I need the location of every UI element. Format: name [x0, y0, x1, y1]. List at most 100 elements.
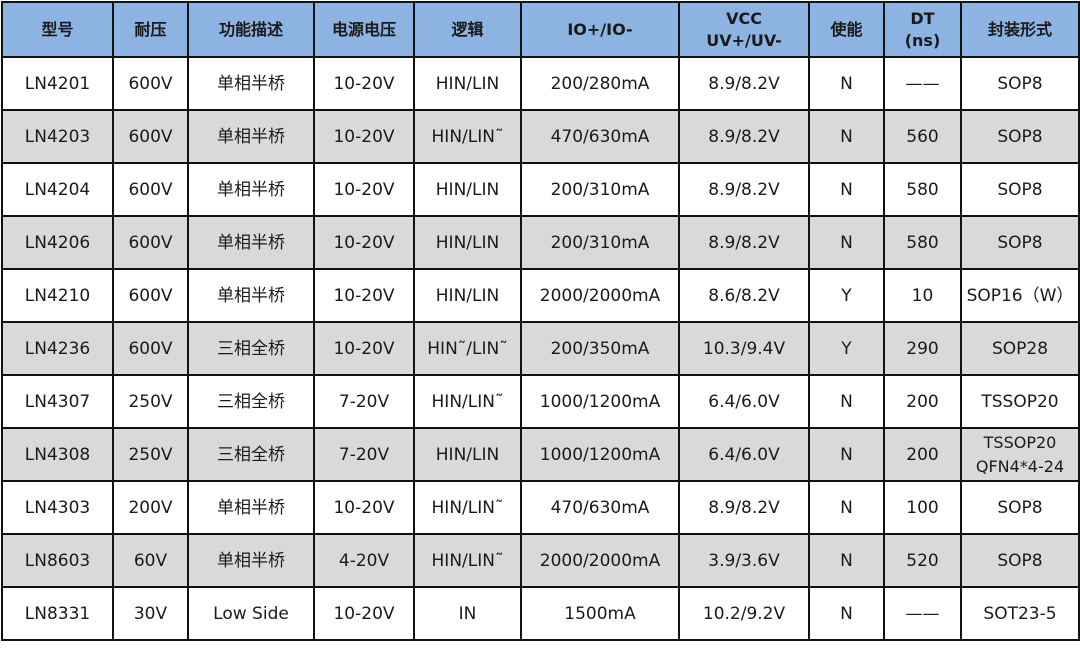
cell-model: LN4210	[1, 268, 114, 323]
cell-supply-voltage: 7-20V	[313, 374, 415, 429]
product-spec-table: 型号 耐压 功能描述 电源电压 逻辑 IO+/IO- VCC UV+/UV- 使能 DT (ns) 封…	[1, 1, 1080, 641]
cell-dead-time: 200	[883, 427, 962, 482]
cell-supply-voltage: 10-20V	[313, 56, 415, 111]
cell-enable: N	[808, 162, 885, 217]
cell-voltage-rating: 250V	[112, 374, 189, 429]
cell-io-current: 200/280mA	[520, 56, 680, 111]
cell-voltage-rating: 600V	[112, 162, 189, 217]
cell-package: SOP8	[960, 56, 1080, 111]
header-row: 型号 耐压 功能描述 电源电压 逻辑 IO+/IO- VCC UV+/UV- 使能 DT (ns) 封…	[1, 1, 1080, 58]
table-row: LN4307 250V 三相全桥 7-20V HIN/LIN˜ 1000/1200mA 6.…	[1, 374, 1080, 429]
cell-logic: HIN/LIN	[413, 427, 522, 482]
cell-io-current: 2000/2000mA	[520, 268, 680, 323]
column-header-dead-time: DT (ns)	[883, 1, 962, 58]
cell-model: LN4201	[1, 56, 114, 111]
cell-io-current: 1000/1200mA	[520, 374, 680, 429]
cell-io-current: 2000/2000mA	[520, 533, 680, 588]
cell-dead-time: 100	[883, 480, 962, 535]
cell-dead-time: ——	[883, 586, 962, 641]
cell-logic: HIN/LIN	[413, 268, 522, 323]
cell-enable: N	[808, 586, 885, 641]
cell-io-current: 470/630mA	[520, 109, 680, 164]
column-header-model: 型号	[1, 1, 114, 58]
cell-vcc-uvlo: 10.3/9.4V	[678, 321, 810, 376]
cell-function: 三相全桥	[187, 374, 315, 429]
cell-enable: Y	[808, 321, 885, 376]
cell-package: SOP8	[960, 162, 1080, 217]
cell-logic: HIN/LIN	[413, 56, 522, 111]
cell-function: Low Side	[187, 586, 315, 641]
cell-io-current: 200/310mA	[520, 215, 680, 270]
cell-function: 单相半桥	[187, 533, 315, 588]
cell-supply-voltage: 10-20V	[313, 162, 415, 217]
table-row: LN4206 600V 单相半桥 10-20V HIN/LIN 200/310mA 8.9/…	[1, 215, 1080, 270]
cell-package: TSSOP20 QFN4*4-24	[960, 427, 1080, 482]
cell-enable: N	[808, 427, 885, 482]
cell-dead-time: 10	[883, 268, 962, 323]
cell-function: 单相半桥	[187, 480, 315, 535]
cell-logic: HIN/LIN˜	[413, 533, 522, 588]
cell-model: LN4206	[1, 215, 114, 270]
cell-supply-voltage: 7-20V	[313, 427, 415, 482]
cell-model: LN8603	[1, 533, 114, 588]
cell-dead-time: 200	[883, 374, 962, 429]
table-row: LN4210 600V 单相半桥 10-20V HIN/LIN 2000/2000mA 8.…	[1, 268, 1080, 323]
column-header-package: 封装形式	[960, 1, 1080, 58]
cell-supply-voltage: 10-20V	[313, 215, 415, 270]
column-header-enable: 使能	[808, 1, 885, 58]
cell-enable: N	[808, 533, 885, 588]
table-row: LN4201 600V 单相半桥 10-20V HIN/LIN 200/280mA 8.9/…	[1, 56, 1080, 111]
cell-model: LN4204	[1, 162, 114, 217]
table-row: LN4204 600V 单相半桥 10-20V HIN/LIN 200/310mA 8.9/…	[1, 162, 1080, 217]
cell-enable: N	[808, 374, 885, 429]
cell-supply-voltage: 10-20V	[313, 109, 415, 164]
cell-logic: HIN/LIN˜	[413, 374, 522, 429]
cell-dead-time: 580	[883, 215, 962, 270]
cell-io-current: 200/350mA	[520, 321, 680, 376]
cell-vcc-uvlo: 8.9/8.2V	[678, 480, 810, 535]
column-header-function: 功能描述	[187, 1, 315, 58]
cell-vcc-uvlo: 6.4/6.0V	[678, 374, 810, 429]
column-header-voltage-rating: 耐压	[112, 1, 189, 58]
cell-voltage-rating: 200V	[112, 480, 189, 535]
column-header-logic: 逻辑	[413, 1, 522, 58]
cell-voltage-rating: 60V	[112, 533, 189, 588]
cell-enable: N	[808, 215, 885, 270]
cell-io-current: 200/310mA	[520, 162, 680, 217]
cell-function: 单相半桥	[187, 56, 315, 111]
cell-model: LN4308	[1, 427, 114, 482]
cell-vcc-uvlo: 8.9/8.2V	[678, 109, 810, 164]
table-row: LN8331 30V Low Side 10-20V IN 1500mA 10.2/9.2V…	[1, 586, 1080, 641]
cell-voltage-rating: 30V	[112, 586, 189, 641]
cell-supply-voltage: 4-20V	[313, 533, 415, 588]
cell-package: SOP28	[960, 321, 1080, 376]
cell-supply-voltage: 10-20V	[313, 480, 415, 535]
cell-function: 三相全桥	[187, 427, 315, 482]
cell-io-current: 470/630mA	[520, 480, 680, 535]
cell-package: SOP8	[960, 109, 1080, 164]
cell-package: SOP8	[960, 533, 1080, 588]
cell-dead-time: 580	[883, 162, 962, 217]
cell-model: LN4307	[1, 374, 114, 429]
cell-logic: HIN/LIN˜	[413, 109, 522, 164]
cell-function: 三相全桥	[187, 321, 315, 376]
table-row: LN4236 600V 三相全桥 10-20V HIN˜/LIN˜ 200/350mA 10…	[1, 321, 1080, 376]
cell-logic: HIN/LIN	[413, 215, 522, 270]
cell-enable: Y	[808, 268, 885, 323]
cell-package: TSSOP20	[960, 374, 1080, 429]
cell-enable: N	[808, 56, 885, 111]
cell-model: LN4203	[1, 109, 114, 164]
cell-io-current: 1000/1200mA	[520, 427, 680, 482]
cell-model: LN8331	[1, 586, 114, 641]
table-row: LN4303 200V 单相半桥 10-20V HIN/LIN˜ 470/630mA 8.9…	[1, 480, 1080, 535]
table-row: LN4308 250V 三相全桥 7-20V HIN/LIN 1000/1200mA 6.4…	[1, 427, 1080, 482]
cell-logic: HIN/LIN˜	[413, 480, 522, 535]
cell-model: LN4303	[1, 480, 114, 535]
cell-package: SOP16（W）	[960, 268, 1080, 323]
column-header-vcc-uvlo: VCC UV+/UV-	[678, 1, 810, 58]
cell-vcc-uvlo: 8.9/8.2V	[678, 215, 810, 270]
cell-vcc-uvlo: 8.6/8.2V	[678, 268, 810, 323]
cell-function: 单相半桥	[187, 268, 315, 323]
cell-function: 单相半桥	[187, 162, 315, 217]
cell-vcc-uvlo: 6.4/6.0V	[678, 427, 810, 482]
